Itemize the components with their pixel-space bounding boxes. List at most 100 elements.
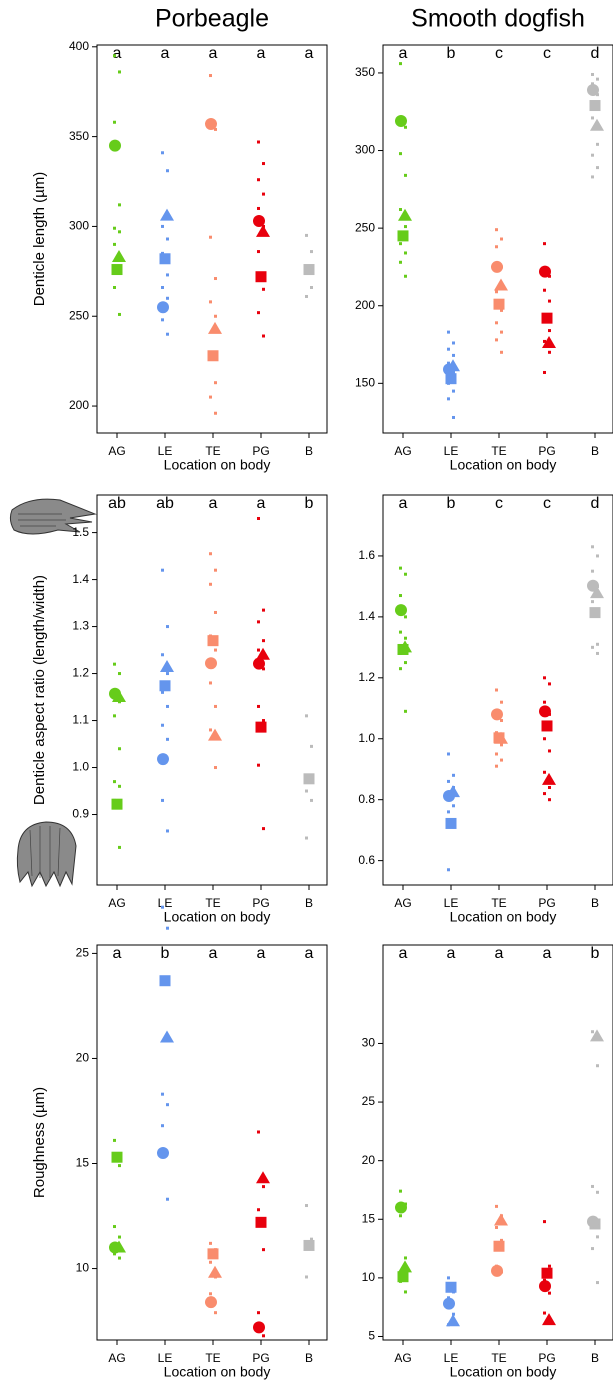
group-letter: a (209, 945, 218, 962)
panel: Roughness (µm) 10 15 20 25 AG a LE b TE a PG a Ba Loca… (31, 905, 328, 1380)
square-marker (159, 253, 171, 265)
y-tick-label: 15 (76, 1156, 90, 1170)
denticle-point (591, 116, 594, 120)
denticle-point (548, 749, 551, 753)
denticle-point (495, 338, 498, 342)
group-letter: b (591, 945, 600, 962)
denticle-point (543, 370, 546, 374)
denticle-point (305, 714, 308, 718)
denticle-point (209, 300, 212, 304)
denticle-point (500, 700, 503, 704)
square-marker (589, 607, 601, 619)
denticle-point (166, 829, 169, 833)
triangle-marker (398, 208, 412, 221)
denticle-point (310, 286, 313, 289)
denticle-point (262, 719, 265, 723)
triangle-marker (398, 640, 412, 653)
denticle-point (166, 737, 169, 741)
denticle-point (596, 1190, 599, 1194)
denticle-point (452, 1312, 455, 1316)
group-letter: a (543, 945, 552, 962)
denticle-point (495, 290, 498, 294)
denticle-point (500, 743, 503, 747)
denticle-point (305, 233, 308, 237)
square-marker (111, 264, 123, 276)
x-tick-label: PG (538, 444, 555, 458)
group-letter: a (257, 45, 266, 62)
x-tick-label: TE (491, 1351, 506, 1365)
denticle-point (113, 120, 116, 124)
denticle-point (262, 608, 265, 612)
denticle-point (447, 347, 450, 351)
y-tick-label: 1.2 (72, 666, 89, 680)
denticle-point (161, 568, 164, 572)
denticle-point (161, 286, 164, 289)
y-tick-label: 0.6 (358, 853, 375, 867)
group-letter: c (543, 495, 551, 512)
x-axis-label: Location on body (164, 1364, 271, 1380)
plot-frame (382, 44, 613, 434)
denticle-shape (16, 821, 77, 888)
denticle-point (548, 329, 551, 333)
x-tick-label: TE (491, 444, 506, 458)
panel-title: Smooth dogfish (411, 5, 585, 33)
denticle-point (596, 651, 599, 655)
denticle-icon-long (9, 498, 97, 535)
circle-marker (587, 579, 599, 592)
circle-marker (395, 1201, 407, 1214)
y-tick-label: 350 (69, 129, 89, 143)
circle-marker (205, 1296, 217, 1309)
denticle-point (161, 653, 164, 657)
denticle-point (214, 766, 217, 770)
triangle-marker (208, 1265, 222, 1278)
triangle-marker (256, 1171, 270, 1184)
panel: Denticle aspect ratio (length/width) 0.9 1… (31, 494, 328, 925)
denticle-point (399, 152, 402, 156)
denticle-point (209, 582, 212, 586)
circle-marker (109, 1241, 121, 1254)
square-marker (445, 817, 457, 829)
denticle-point (447, 752, 450, 756)
group-letter: a (161, 45, 170, 62)
x-tick-label: TE (205, 896, 220, 910)
plot-frame (96, 494, 328, 886)
square-marker (255, 1216, 267, 1228)
group-letter: a (399, 945, 408, 962)
denticle-point (404, 1256, 407, 1260)
denticle-point (596, 642, 599, 646)
plot-frame (382, 494, 613, 886)
x-tick-label: B (305, 896, 313, 910)
denticle-point (166, 1103, 169, 1107)
denticle-point (118, 784, 121, 788)
denticle-point (500, 330, 503, 334)
circle-marker (253, 1321, 265, 1334)
denticle-point (452, 804, 455, 808)
denticle-point (591, 600, 594, 604)
x-tick-label: LE (444, 444, 459, 458)
denticle-point (161, 224, 164, 228)
triangle-marker (446, 1314, 460, 1327)
denticle-ridges (29, 826, 61, 878)
denticle-point (447, 1276, 450, 1280)
denticle-icon-broad (16, 821, 77, 888)
denticle-point (452, 415, 455, 419)
denticle-point (310, 250, 313, 254)
x-tick-label: LE (444, 896, 459, 910)
denticle-point (118, 70, 121, 74)
denticle-point (548, 299, 551, 303)
x-tick-label: AG (394, 896, 411, 910)
triangle-marker (208, 321, 222, 334)
denticle-point (214, 277, 217, 281)
circle-marker (157, 753, 169, 766)
denticle-point (548, 682, 551, 686)
square-marker (303, 1239, 315, 1251)
denticle-point (113, 286, 116, 289)
denticle-point (591, 1030, 594, 1034)
denticle-point (209, 1241, 212, 1245)
triangle-marker (542, 772, 556, 785)
denticle-point (543, 1311, 546, 1315)
denticle-point (548, 274, 551, 278)
group-letter: b (447, 495, 456, 512)
denticle-point (404, 251, 407, 255)
x-tick-label: PG (252, 1351, 269, 1365)
